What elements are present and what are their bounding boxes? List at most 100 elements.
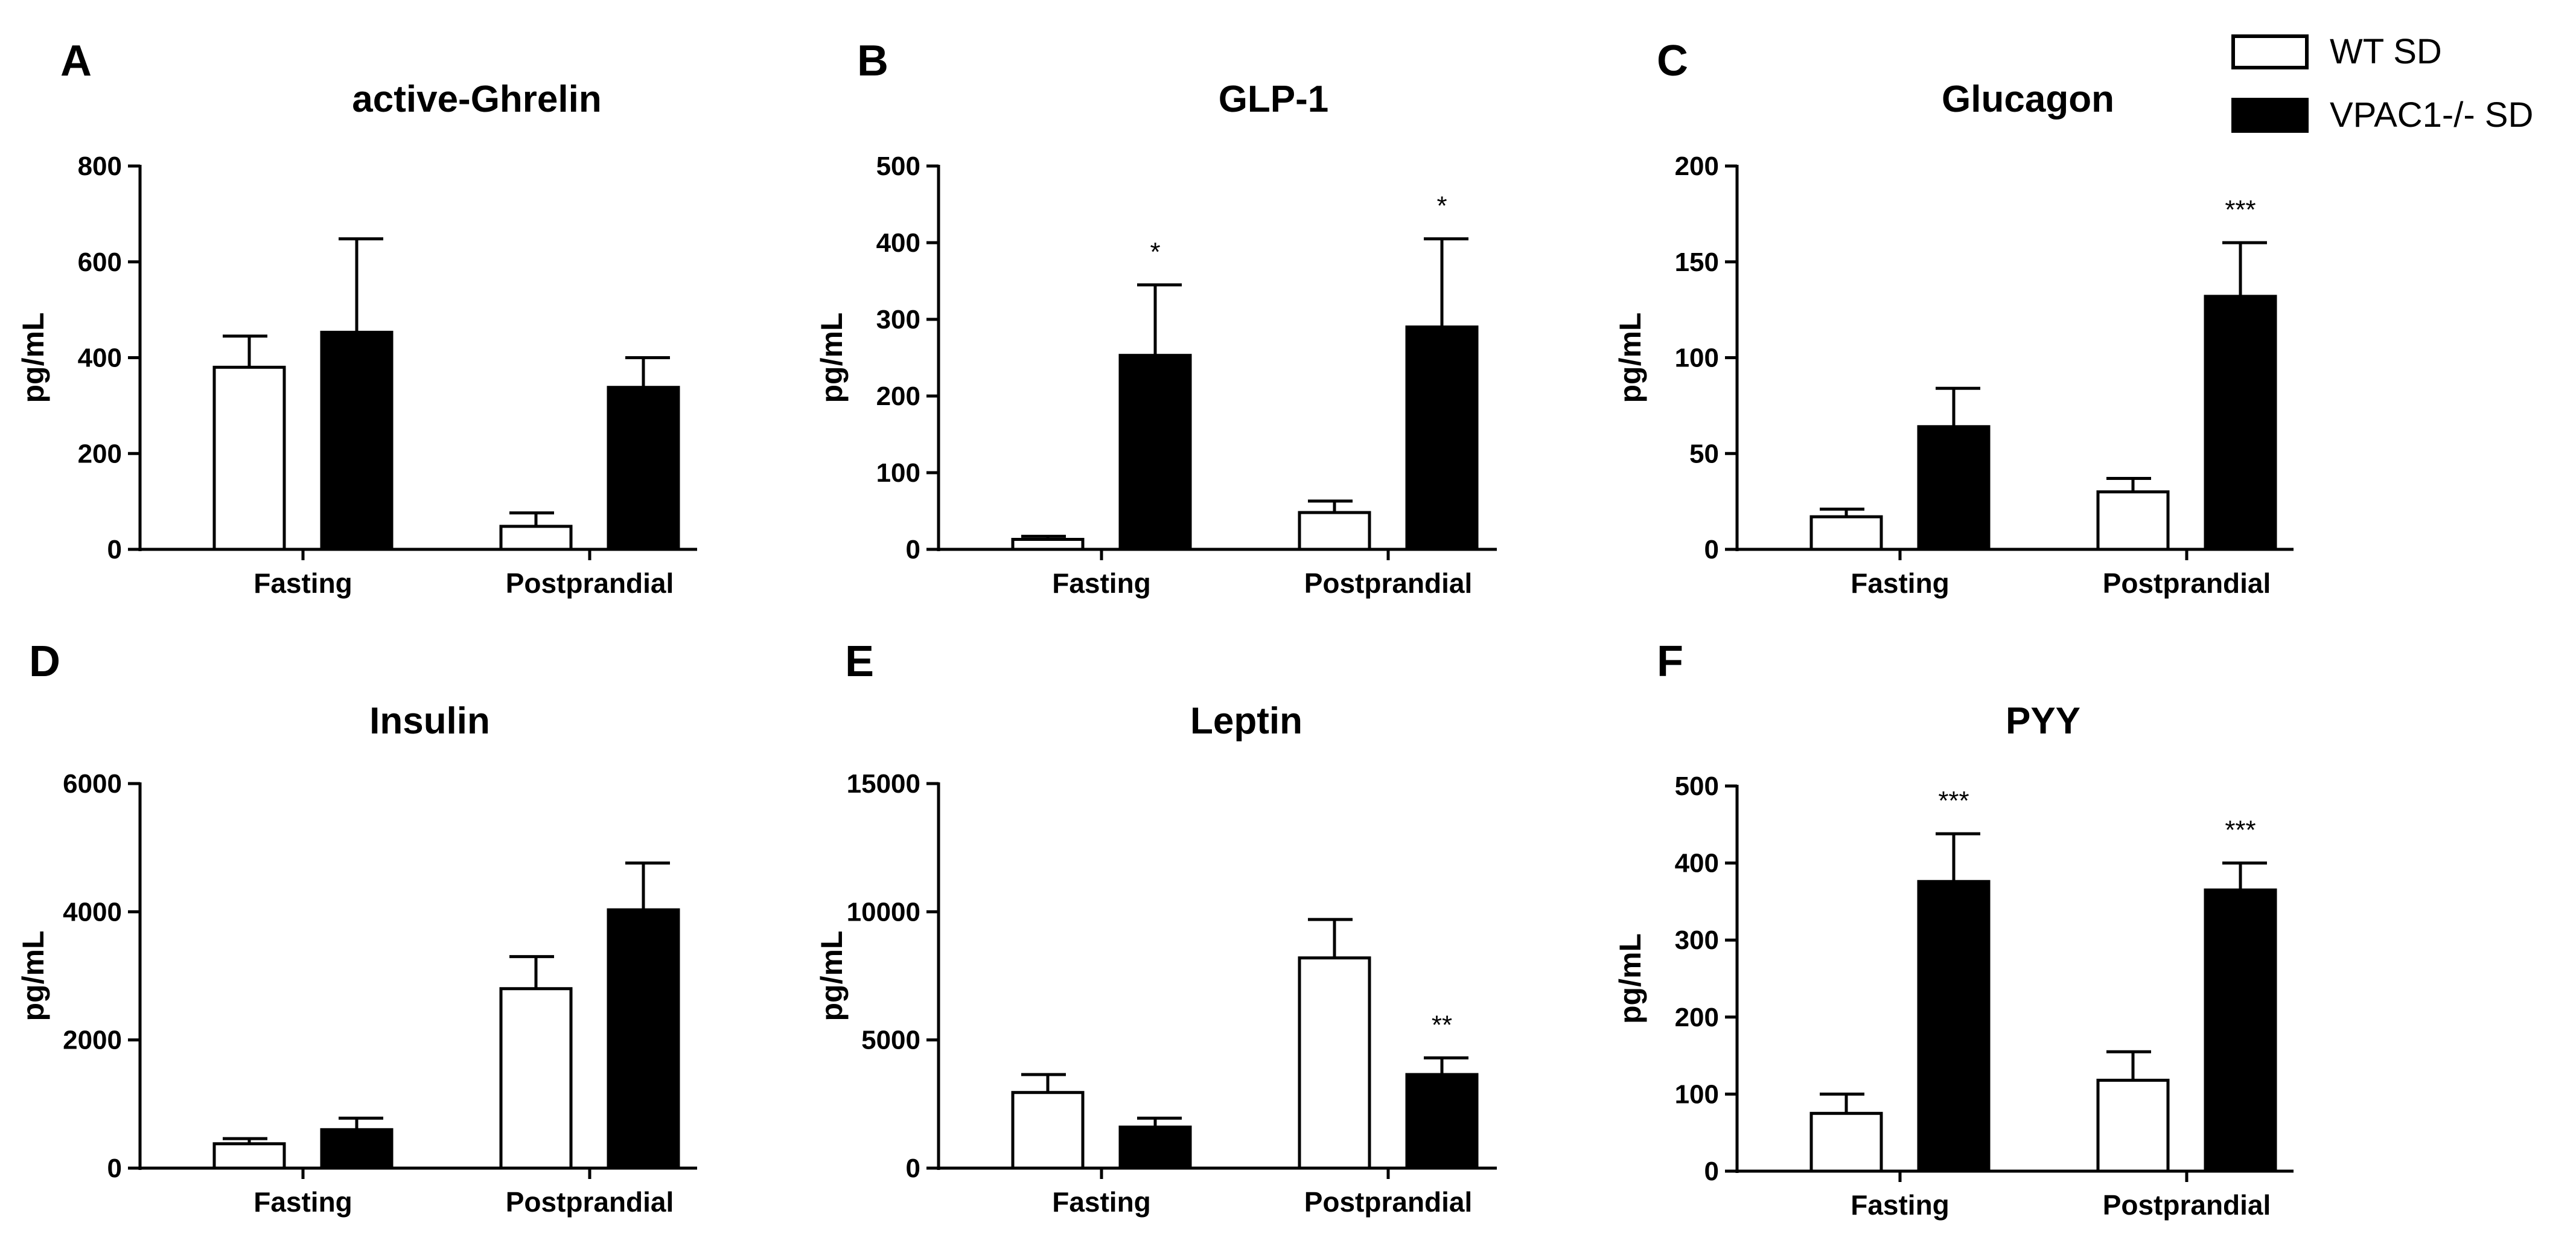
y-tick-label: 300	[876, 305, 920, 334]
panel-d: D Insulin 0 2000 4000 6000 pg/mL Fasting Postpra…	[16, 637, 697, 1218]
y-tick-label: 0	[1704, 535, 1719, 564]
panel-c: C Glucagon 0 50 100 150 200 pg/mL Fasting Postpra…	[1613, 37, 2294, 599]
panel-letter: E	[845, 637, 874, 686]
x-category-label: Fasting	[1851, 1189, 1950, 1221]
y-tick-label: 50	[1689, 439, 1719, 468]
bar-vpac1-1	[2204, 295, 2277, 551]
y-tick-label: 4000	[63, 897, 122, 927]
bar-vpac1-1	[2204, 888, 2277, 1173]
legend-label-1: VPAC1-/- SD	[2330, 95, 2533, 135]
panel-title: Glucagon	[1942, 78, 2114, 120]
bar-wt-1	[499, 525, 573, 551]
bar-wt-1	[2096, 1078, 2170, 1173]
y-tick-label: 0	[1704, 1157, 1719, 1186]
significance-label: ***	[2225, 816, 2256, 845]
panel-title: Insulin	[369, 700, 490, 742]
y-tick-label: 150	[1675, 248, 1719, 277]
x-category-label: Fasting	[1052, 1186, 1151, 1218]
significance-label: *	[1150, 237, 1160, 267]
y-tick-label: 400	[78, 343, 122, 373]
panel-title: Leptin	[1190, 700, 1302, 742]
significance-label: **	[1432, 1010, 1452, 1040]
y-tick-label: 0	[107, 1154, 122, 1183]
legend-swatch-1	[2231, 98, 2309, 133]
y-tick-label: 100	[876, 458, 920, 488]
y-tick-label: 15000	[847, 769, 920, 799]
y-axis-title: pg/mL	[16, 931, 50, 1021]
panel-f: F PYY 0 100 200 300 400 500 pg/mL Fasting *** Postp…	[1613, 637, 2294, 1221]
panel-title: PYY	[2006, 700, 2080, 742]
y-tick-label: 100	[1675, 343, 1719, 373]
y-tick-label: 400	[1675, 849, 1719, 878]
legend-swatch-0	[2231, 34, 2309, 69]
bar-vpac1-0	[1118, 1125, 1192, 1170]
legend: WT SD VPAC1-/- SD	[2231, 32, 2533, 135]
legend-label-0: WT SD	[2330, 32, 2442, 71]
bar-wt-1	[1298, 956, 1371, 1170]
bar-wt-0	[212, 365, 286, 551]
bar-vpac1-1	[1405, 1073, 1479, 1170]
y-tick-label: 200	[78, 439, 122, 468]
x-category-label: Postprandial	[1304, 567, 1473, 599]
y-tick-label: 100	[1675, 1079, 1719, 1109]
x-category-label: Fasting	[1052, 567, 1151, 599]
y-axis-title: pg/mL	[1613, 313, 1647, 403]
panel-letter: C	[1657, 37, 1688, 85]
bar-vpac1-1	[607, 908, 680, 1170]
y-axis-title: pg/mL	[1613, 933, 1647, 1024]
bar-wt-1	[2096, 490, 2170, 551]
x-category-label: Postprandial	[1304, 1186, 1473, 1218]
x-category-label: Fasting	[1851, 567, 1950, 599]
y-axis-title: pg/mL	[16, 313, 50, 403]
y-tick-label: 800	[78, 152, 122, 181]
y-axis-title: pg/mL	[815, 931, 849, 1021]
y-tick-label: 0	[906, 535, 920, 564]
panel-letter: A	[60, 37, 92, 85]
y-tick-label: 500	[876, 152, 920, 181]
bar-wt-0	[212, 1142, 286, 1170]
panel-letter: F	[1657, 637, 1683, 686]
y-tick-label: 2000	[63, 1026, 122, 1055]
x-category-label: Postprandial	[506, 567, 674, 599]
bar-vpac1-0	[1917, 425, 1991, 551]
significance-label: ***	[1938, 786, 1969, 816]
y-tick-label: 0	[107, 535, 122, 564]
y-tick-label: 10000	[847, 897, 920, 927]
bar-vpac1-0	[320, 330, 394, 551]
y-tick-label: 0	[906, 1154, 920, 1183]
panel-title: active-Ghrelin	[352, 78, 601, 120]
bar-vpac1-0	[320, 1128, 394, 1170]
panel-b: B GLP-1 0 100 200 300 400 500 pg/mL Fasting * Postp…	[815, 37, 1497, 599]
x-category-label: Postprandial	[2103, 567, 2271, 599]
y-tick-label: 400	[876, 228, 920, 258]
x-category-label: Postprandial	[506, 1186, 674, 1218]
panel-letter: D	[29, 637, 60, 686]
bar-wt-0	[1011, 537, 1085, 551]
y-tick-label: 600	[78, 248, 122, 277]
bar-vpac1-0	[1118, 354, 1192, 551]
bar-wt-0	[1011, 1091, 1085, 1170]
bar-vpac1-1	[1405, 325, 1479, 551]
bar-wt-1	[499, 987, 573, 1170]
panel-letter: B	[857, 37, 888, 85]
bar-wt-0	[1809, 1111, 1883, 1173]
y-tick-label: 200	[876, 382, 920, 411]
significance-label: *	[1436, 191, 1447, 221]
y-tick-label: 6000	[63, 769, 122, 799]
panel-e: E Leptin 0 5000 10000 15000 pg/mL Fasting Postpr…	[815, 637, 1497, 1218]
bar-vpac1-1	[607, 386, 680, 551]
y-tick-label: 300	[1675, 925, 1719, 955]
bar-wt-1	[1298, 511, 1371, 551]
significance-label: ***	[2225, 195, 2256, 225]
y-tick-label: 200	[1675, 1003, 1719, 1032]
x-category-label: Fasting	[253, 1186, 352, 1218]
x-category-label: Fasting	[253, 567, 352, 599]
y-axis-title: pg/mL	[815, 313, 849, 403]
y-tick-label: 5000	[861, 1026, 920, 1055]
y-tick-label: 500	[1675, 772, 1719, 801]
bar-vpac1-0	[1917, 880, 1991, 1173]
y-tick-label: 200	[1675, 152, 1719, 181]
